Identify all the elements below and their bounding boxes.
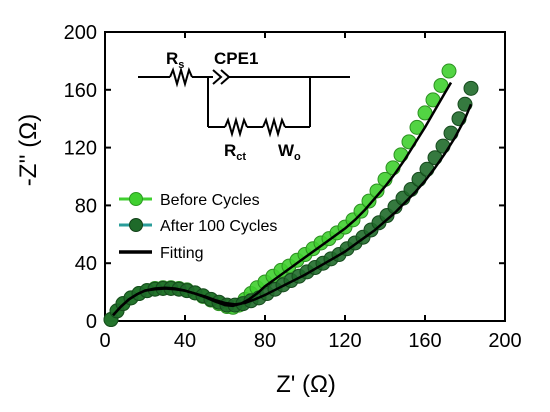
y-axis-title: -Z'' (Ω) — [15, 114, 42, 186]
x-tick-label: 200 — [488, 330, 521, 352]
data-point — [441, 63, 457, 79]
x-tick-label: 160 — [408, 330, 441, 352]
legend-label-before: Before Cycles — [160, 192, 260, 209]
wo-element — [262, 116, 286, 138]
x-tick-label: 120 — [328, 330, 361, 352]
x-tick-label: 40 — [174, 330, 196, 352]
series-layer — [103, 63, 479, 328]
x-axis-title: Z' (Ω) — [276, 371, 336, 398]
wo-label: Wo — [278, 141, 301, 163]
data-point — [353, 203, 369, 219]
y-tick-label: 0 — [86, 311, 97, 333]
cpe-label: CPE1 — [214, 49, 258, 68]
y-tick-label: 40 — [75, 253, 97, 275]
data-point — [463, 80, 479, 96]
legend-marker-before — [129, 192, 143, 206]
y-tick-label: 200 — [64, 22, 97, 44]
plot-frame — [104, 31, 506, 322]
y-tick-label: 120 — [64, 138, 97, 160]
legend-label-fitting: Fitting — [160, 245, 204, 262]
equivalent-circuit — [138, 66, 350, 138]
legend: Before Cycles After 100 Cycles Fitting — [119, 192, 277, 262]
rs-label: Rs — [166, 49, 184, 71]
rct-label: Rct — [224, 141, 246, 163]
rct-resistor — [224, 116, 248, 138]
data-point — [369, 183, 385, 199]
y-tick-label: 80 — [75, 195, 97, 217]
data-point — [361, 193, 377, 209]
cpe-element — [212, 69, 223, 85]
legend-label-after: After 100 Cycles — [160, 218, 277, 235]
x-tick-label: 80 — [254, 330, 276, 352]
legend-marker-after — [129, 218, 143, 232]
rs-resistor — [169, 66, 193, 88]
fitting-line-2 — [112, 103, 473, 317]
y-tick-label: 160 — [64, 80, 97, 102]
x-tick-label: 0 — [99, 330, 110, 352]
